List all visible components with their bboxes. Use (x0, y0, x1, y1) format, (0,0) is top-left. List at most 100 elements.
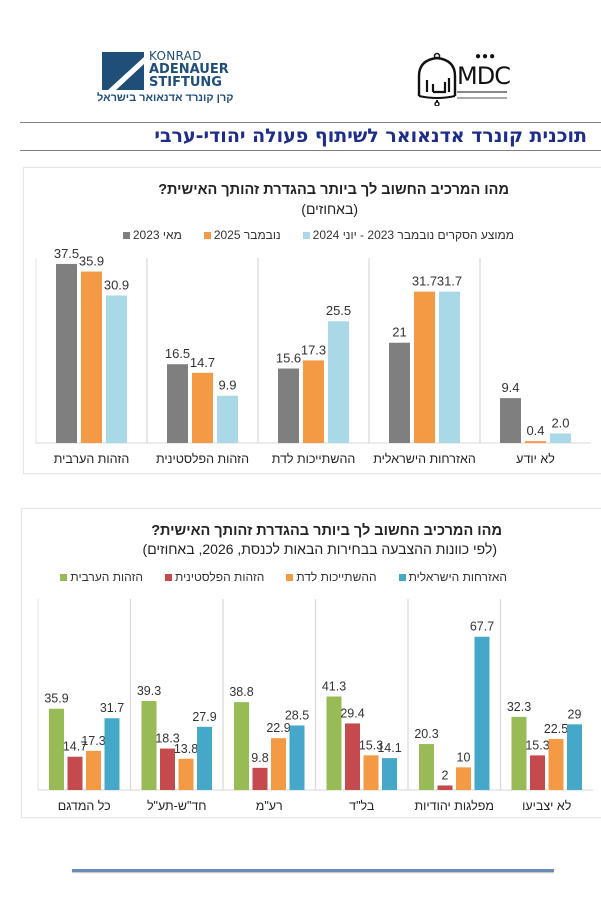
bar (548, 739, 564, 790)
category-label: רע"מ (256, 799, 283, 813)
bar (197, 726, 212, 790)
legend-item: מאי 2023 (122, 228, 182, 242)
bar (389, 342, 410, 443)
legend-label: הזהות הערבית (70, 570, 144, 584)
mdc-subtitle-line-2 (457, 97, 507, 99)
chart2-title: מהו המרכיב החשוב לך ביותר בהגדרת זהותך ה… (151, 523, 502, 539)
category-label: חד"ש-תע"ל (147, 799, 207, 813)
data-label: 30.9 (104, 277, 129, 292)
legend-swatch (122, 231, 130, 239)
bar (530, 755, 545, 790)
bar (271, 738, 286, 790)
data-label: 13.8 (174, 742, 198, 756)
mdc-subtitle-line (457, 91, 507, 93)
chart2-svg: 35.9 14.717.3 31.7 כל המדגם 39.3 18.313.8 27.9… (37, 599, 593, 813)
legend-label: ממוצע הסקרים נובמבר 2023 - יוני 2024 (312, 228, 514, 242)
mdc-logo: ●●● MDC (413, 48, 511, 108)
bar (86, 750, 101, 790)
data-label: 28.5 (285, 708, 309, 722)
bar (141, 701, 157, 790)
category-label: האזרחות הישראלית (373, 452, 476, 466)
data-label: 37.5 (54, 246, 79, 261)
bar (511, 716, 527, 790)
page-title: תוכנית קונרד אדנאואר לשיתוף פעולה יהודי-… (154, 125, 587, 147)
data-label: 32.3 (507, 700, 531, 714)
legend-label: הזהות הפלסטינית (175, 570, 265, 584)
category-label: לא יודע (516, 452, 555, 466)
legend-swatch (165, 573, 173, 581)
bar (474, 636, 490, 790)
data-label: 15.3 (525, 738, 549, 752)
category-label: בל"ד (349, 799, 375, 813)
mdc-circles: ●●● (475, 51, 497, 62)
chart1-svg: 37.535.930.9 הזהות הערבית 16.514.79.9 הזהות… (35, 246, 591, 466)
data-label: 9.9 (218, 378, 236, 393)
data-label: 10 (457, 750, 471, 764)
data-label: 15.3 (359, 738, 383, 752)
data-label: 9.8 (251, 751, 268, 765)
chart-panel-2: מהו המרכיב החשוב לך ביותר בהגדרת זהותך ה… (21, 508, 601, 818)
bar (567, 724, 582, 790)
data-label: 29.4 (340, 706, 364, 720)
kas-hebrew-name: קרן קונרד אדנאואר בישראל (97, 92, 234, 104)
legend-swatch (203, 231, 211, 239)
data-label: 67.7 (470, 620, 494, 634)
data-label: 35.9 (79, 254, 104, 269)
mdc-wordmark: MDC (457, 62, 511, 90)
kas-line2: ADENAUER (149, 62, 229, 77)
bar (437, 785, 453, 790)
bar (217, 395, 238, 443)
data-label: 31.7 (412, 274, 437, 289)
data-label: 14.1 (377, 741, 401, 755)
bar (160, 748, 175, 790)
kas-line3: STIFTUNG (149, 75, 222, 90)
chart2-subtitle: (לפי כוונות ההצבעה בבחירות הבאות לכנסת, … (142, 541, 497, 557)
bar (456, 767, 471, 790)
kas-line1: KONRAD (149, 49, 202, 63)
bar (419, 744, 434, 790)
data-label: 35.9 (44, 692, 68, 706)
bar (234, 702, 249, 790)
legend-label: ההשתייכות לדת (296, 570, 377, 584)
bar (56, 263, 77, 443)
category-label: הזהות הערבית (54, 452, 130, 466)
legend-item: ממוצע הסקרים נובמבר 2023 - יוני 2024 (302, 228, 514, 242)
bar (192, 372, 213, 443)
legend-item: הזהות הערבית (60, 570, 143, 584)
kas-logo-mark-icon (102, 52, 144, 90)
data-label: 0.4 (526, 423, 544, 438)
data-label: 20.3 (414, 727, 438, 741)
chart1-title: מהו המרכיב החשוב לך ביותר בהגדרת זהותך ה… (158, 182, 509, 198)
data-label: 17.3 (301, 342, 326, 357)
bar (500, 398, 521, 443)
data-label: 14.7 (190, 355, 215, 370)
legend-item: האזרחות הישראלית (398, 570, 507, 584)
category-label: לא יצביעו (522, 799, 572, 813)
bar (550, 433, 571, 443)
data-label: 17.3 (81, 734, 105, 748)
data-label: 39.3 (137, 684, 161, 698)
data-label: 29 (568, 707, 582, 721)
legend-item: ההשתייכות לדת (286, 570, 377, 584)
data-label: 15.6 (276, 351, 301, 366)
bar (382, 758, 397, 790)
bar (106, 295, 127, 443)
bottom-divider (72, 869, 554, 872)
legend-swatch (302, 231, 310, 239)
data-label: 27.9 (192, 710, 216, 724)
bar (81, 271, 102, 443)
bar (439, 291, 460, 443)
chart-panel-1: מהו המרכיב החשוב לך ביותר בהגדרת זהותך ה… (23, 167, 601, 474)
data-label: 25.5 (326, 303, 351, 318)
data-label: 14.7 (63, 740, 87, 754)
bar (363, 755, 379, 790)
category-label: מפלגות יהודיות (415, 799, 494, 813)
category-label: כל המדגם (58, 799, 111, 813)
chart2-legend: האזרחות הישראלית ההשתייכות לדת הזהות הפלסט… (60, 570, 507, 584)
chart1-legend: ממוצע הסקרים נובמבר 2023 - יוני 2024 נובמ… (122, 228, 514, 242)
data-label: 16.5 (165, 346, 190, 361)
data-label: 2.0 (551, 415, 569, 430)
chart1-subtitle: (באחוזים) (301, 201, 358, 217)
data-label: 38.8 (229, 685, 253, 699)
data-label: 31.7 (100, 701, 124, 715)
